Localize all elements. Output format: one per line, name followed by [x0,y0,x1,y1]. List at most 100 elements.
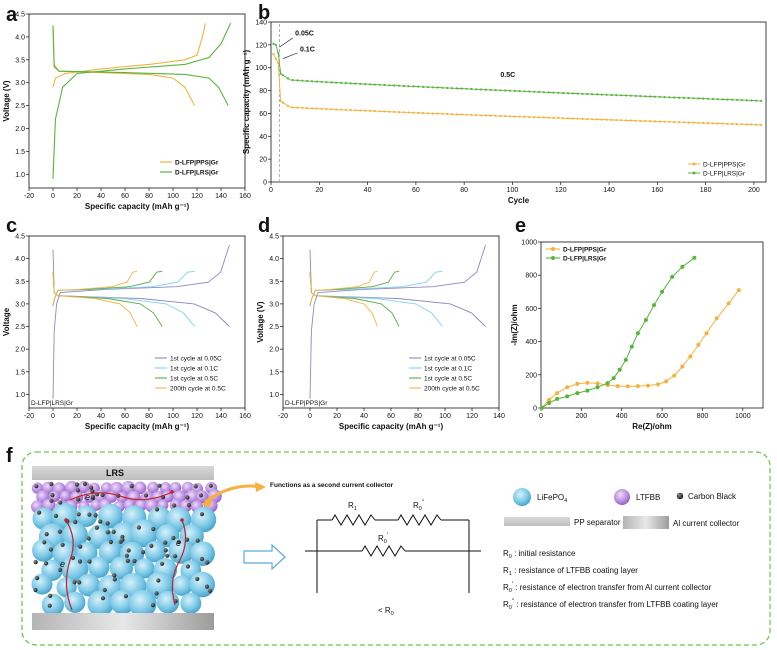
data-point [562,91,565,95]
electron-path [65,519,74,611]
carbon-black-particle [185,495,190,500]
data-point [663,120,666,123]
y-tick-label: 4.5 [269,234,279,241]
panel-letter-f: f [6,445,13,467]
data-point [349,109,352,112]
series-line [541,289,740,409]
lfp-particle [190,541,215,566]
electron-symbol: e [60,559,65,569]
data-point [373,110,376,113]
data-point [605,381,610,386]
data-point [702,97,705,100]
ltfbb-particle [133,481,147,495]
carbon-black-particle [205,560,210,565]
y-tick-label: 1.0 [15,172,25,179]
data-point [480,88,483,91]
data-point [600,93,603,96]
data-point [702,121,705,125]
data-point [678,121,681,124]
carbon-black-particle [129,484,134,489]
data-point [277,62,280,65]
data-point [504,89,507,92]
series-line-discharge [52,272,195,327]
data-point [518,90,521,93]
data-point [658,95,661,98]
data-point [735,123,739,126]
y-tick-label: 1.0 [269,392,279,399]
data-point [697,121,700,124]
legend-label: 1st cycle at 0.1C [170,366,218,373]
y-tick-label: 3.5 [15,279,25,286]
carbon-black-particle [149,543,154,549]
data-point [528,115,531,119]
y-axis-label: Voltage [2,307,11,336]
data-point [639,119,642,122]
carbon-black-particle [132,558,137,564]
x-tick-label: 20 [73,413,81,420]
y-tick-label: 2.5 [15,103,25,110]
data-point [600,118,603,121]
data-point [653,95,657,98]
data-point [565,385,570,390]
carbon-black-particle [47,603,52,608]
carbon-black-particle [100,492,105,498]
x-tick-label: 140 [603,187,615,194]
x-tick-label: -20 [24,193,34,200]
series-line [273,43,762,102]
data-point [760,123,763,126]
data-point [344,108,347,111]
y-tick-label: 4.5 [15,12,25,19]
y-tick-label: 3.0 [269,301,279,308]
x-tick-label: 400 [616,413,628,420]
data-point [750,123,753,126]
carbon-black-particle [126,548,131,553]
data-point [547,401,552,405]
carbon-black-particle [163,540,168,545]
data-point [610,118,613,121]
data-point [470,113,473,116]
data-point [315,80,318,83]
x-tick-label: 100 [167,193,179,200]
carbon-black-particle [157,483,162,488]
legend-marker [692,171,696,175]
chart-d: -20 0 20 40 60 80 100 120 140 1.0 1.5 2.0 2.5 3.0 3.5 4… [256,234,505,432]
y-tick-label: 2.0 [15,126,25,133]
resistance-definitions: R0 : initial resistance R1 : resistance o… [503,549,719,611]
carbon-black-particle [123,594,128,599]
lfp-particle [110,589,135,615]
data-point [581,92,584,95]
y-tick-label: 1000 [521,240,537,247]
legend-label: D-LFP|PPS|Gr [563,247,607,254]
data-point [575,381,580,386]
electron-path-end [170,490,174,494]
data-point [320,107,323,110]
data-point [325,108,328,111]
lfp-legend-swatch [513,488,531,506]
data-point [368,83,372,86]
x-tick-label: 20 [333,413,341,420]
y-axis-label: Specific capacity (mAh g⁻¹) [242,50,251,155]
data-point [714,316,719,321]
data-point [523,115,526,118]
x-tick-label: 40 [364,187,372,194]
data-point [726,98,729,101]
label-r0-double-prime: R0″ [413,500,425,512]
ltfbb-particle [59,490,71,502]
y-tick-label: 2.0 [269,347,279,354]
y-tick-label: 1.5 [269,369,279,376]
data-point [325,81,328,84]
data-point [611,376,616,381]
data-point [721,122,724,125]
data-point [499,89,502,92]
lfp-particle [88,556,110,578]
resistance-definition: R0′ : resistance of electron transfer fr… [503,582,712,594]
carbon-black-particle [33,560,38,565]
data-point [436,112,439,115]
carbon-black-particle [156,578,161,583]
x-tick-label: 0 [51,193,55,200]
data-point [552,116,555,119]
x-tick-label: 40 [97,193,105,200]
data-point [513,115,517,118]
x-tick-label: 120 [466,413,478,420]
plot-frame-c [28,235,246,409]
